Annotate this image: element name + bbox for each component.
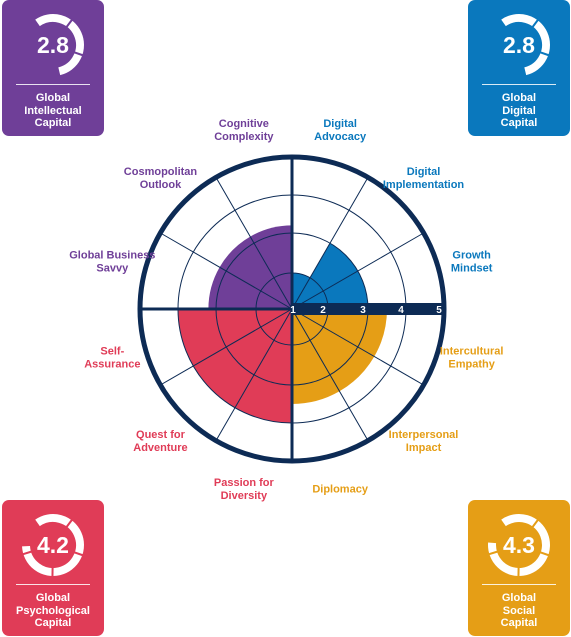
sector-intercultural-empathy bbox=[292, 309, 387, 357]
card-label: Global Social Capital bbox=[500, 592, 538, 629]
gauge-arc bbox=[488, 514, 550, 576]
gauge-icon: 4.2 bbox=[21, 514, 85, 579]
gauge-arc bbox=[22, 514, 84, 576]
grid-spoke bbox=[160, 308, 293, 386]
sector-passion-for-diversity bbox=[235, 309, 292, 423]
axis-label: Digital Advocacy bbox=[314, 118, 367, 143]
gauge-gap bbox=[21, 550, 34, 556]
sector-self-assurance bbox=[178, 309, 292, 366]
gauge-gap bbox=[538, 50, 551, 57]
axis-label: Passion for Diversity bbox=[214, 477, 275, 502]
axis-label: Growth Mindset bbox=[451, 249, 493, 274]
score-value: 4.2 bbox=[37, 532, 69, 558]
divider bbox=[16, 584, 90, 585]
sector-growth-mindset bbox=[292, 271, 368, 309]
card-global-digital-capital: 2.8 Global Digital Capital bbox=[468, 0, 570, 136]
score-value: 2.8 bbox=[37, 32, 69, 58]
divider bbox=[16, 84, 90, 85]
divider bbox=[482, 584, 556, 585]
card-label: Global Digital Capital bbox=[500, 92, 538, 129]
score-value: 2.8 bbox=[503, 32, 535, 58]
axis-label: Cognitive Complexity bbox=[214, 118, 274, 143]
chart-ticks: 1 2 3 4 5 bbox=[290, 303, 444, 316]
gauge-gap bbox=[64, 18, 74, 29]
gauge-icon: 2.8 bbox=[35, 14, 85, 76]
axis-label: Intercultural Empathy bbox=[440, 346, 504, 371]
gauge-arc bbox=[501, 14, 550, 76]
card-label: Global Intellectual Capital bbox=[24, 92, 82, 129]
sector-cognitive-complexity bbox=[250, 225, 292, 309]
grid-spoke bbox=[160, 232, 293, 310]
axis-label: Global Business Savvy bbox=[69, 249, 155, 274]
tick-label: 1 bbox=[290, 305, 296, 316]
divider bbox=[482, 84, 556, 85]
sector-quest-for-adventure bbox=[193, 309, 292, 408]
axis-label: Cosmopolitan Outlook bbox=[124, 166, 198, 191]
gauge-gap bbox=[72, 550, 85, 557]
axis-label: Self-Assurance bbox=[84, 346, 140, 371]
tick-label: 5 bbox=[436, 305, 442, 316]
gauge-gap bbox=[530, 518, 540, 529]
gauge-gap bbox=[530, 18, 540, 29]
grid-spoke bbox=[291, 232, 424, 310]
sector-digital-advocacy bbox=[292, 273, 310, 309]
card-global-social-capital: 4.3 Global Social Capital bbox=[468, 500, 570, 636]
gauge-gap bbox=[538, 550, 551, 557]
tick-label: 4 bbox=[398, 305, 404, 316]
tick-label: 2 bbox=[320, 305, 326, 316]
gauge-icon: 2.8 bbox=[501, 14, 551, 76]
gauge-gap bbox=[487, 550, 500, 556]
grid-spoke bbox=[291, 308, 424, 386]
axis-label: Interpersonal Impact bbox=[389, 429, 459, 454]
gauge-arc bbox=[35, 14, 84, 76]
card-label: Global Psychological Capital bbox=[16, 592, 90, 629]
chart-axis-labels: Digital Advocacy Digital Implementation Grow… bbox=[69, 118, 503, 502]
grid-spoke bbox=[291, 177, 369, 310]
grid-spoke bbox=[215, 308, 293, 441]
card-global-intellectual-capital: 2.8 Global Intellectual Capital bbox=[2, 0, 104, 136]
gauge-icon: 4.3 bbox=[487, 514, 551, 579]
chart-sectors bbox=[178, 225, 387, 423]
grid-spoke bbox=[291, 308, 369, 441]
sector-cosmopolitan-outlook bbox=[219, 236, 292, 309]
axis-label: Diplomacy bbox=[312, 484, 369, 496]
card-global-psychological-capital: 4.2 Global Psychological Capital bbox=[2, 500, 104, 636]
score-value: 4.3 bbox=[503, 532, 535, 558]
sector-global-business-savvy bbox=[208, 267, 292, 309]
grid-spoke bbox=[215, 177, 293, 310]
axis-label: Quest for Adventure bbox=[133, 429, 187, 454]
sector-digital-implementation bbox=[292, 243, 358, 309]
sector-interpersonal-impact bbox=[292, 309, 375, 392]
gauge-gap bbox=[64, 518, 74, 529]
tick-label: 3 bbox=[360, 305, 366, 316]
scale-bar bbox=[292, 303, 444, 315]
axis-label: Digital Implementation bbox=[383, 166, 465, 191]
gauge-gap bbox=[72, 50, 85, 57]
sector-diplomacy bbox=[292, 309, 340, 404]
